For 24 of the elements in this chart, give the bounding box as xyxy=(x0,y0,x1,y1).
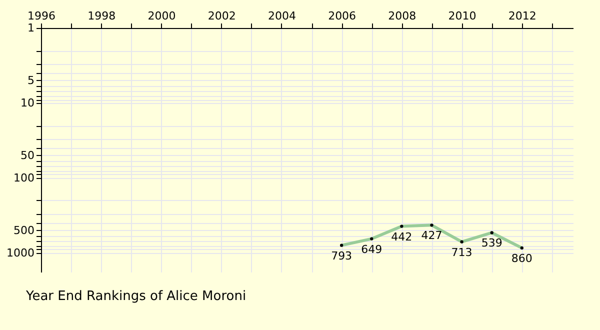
x-tick-label: 2002 xyxy=(208,10,236,22)
data-label: 427 xyxy=(421,229,442,242)
x-tick-label: 2010 xyxy=(448,10,476,22)
y-tick-label: 100 xyxy=(14,171,34,184)
y-tick-label: 5 xyxy=(28,74,34,87)
data-label: 539 xyxy=(481,236,502,250)
data-label: 442 xyxy=(391,230,412,244)
x-tick-label: 1996 xyxy=(28,10,56,22)
x-tick-label: 2004 xyxy=(268,10,296,22)
y-tick-label: 500 xyxy=(14,224,34,237)
x-tick-label: 2006 xyxy=(328,10,356,22)
y-tick-label: 50 xyxy=(20,148,34,162)
data-label: 793 xyxy=(331,249,352,262)
y-tick-label: 1 xyxy=(28,22,34,34)
x-tick-label: 2012 xyxy=(508,10,536,22)
y-tick-label: 10 xyxy=(20,96,34,110)
x-tick-label: 2008 xyxy=(388,10,416,22)
x-tick-label: 1998 xyxy=(88,10,116,22)
data-label: 860 xyxy=(511,252,532,265)
y-tick-label: 1000 xyxy=(6,246,34,260)
x-tick-label: 2000 xyxy=(148,10,176,22)
text: Year End Rankings of Alice Moroni xyxy=(25,289,246,304)
data-label: 649 xyxy=(361,242,382,256)
data-label: 713 xyxy=(451,246,472,259)
